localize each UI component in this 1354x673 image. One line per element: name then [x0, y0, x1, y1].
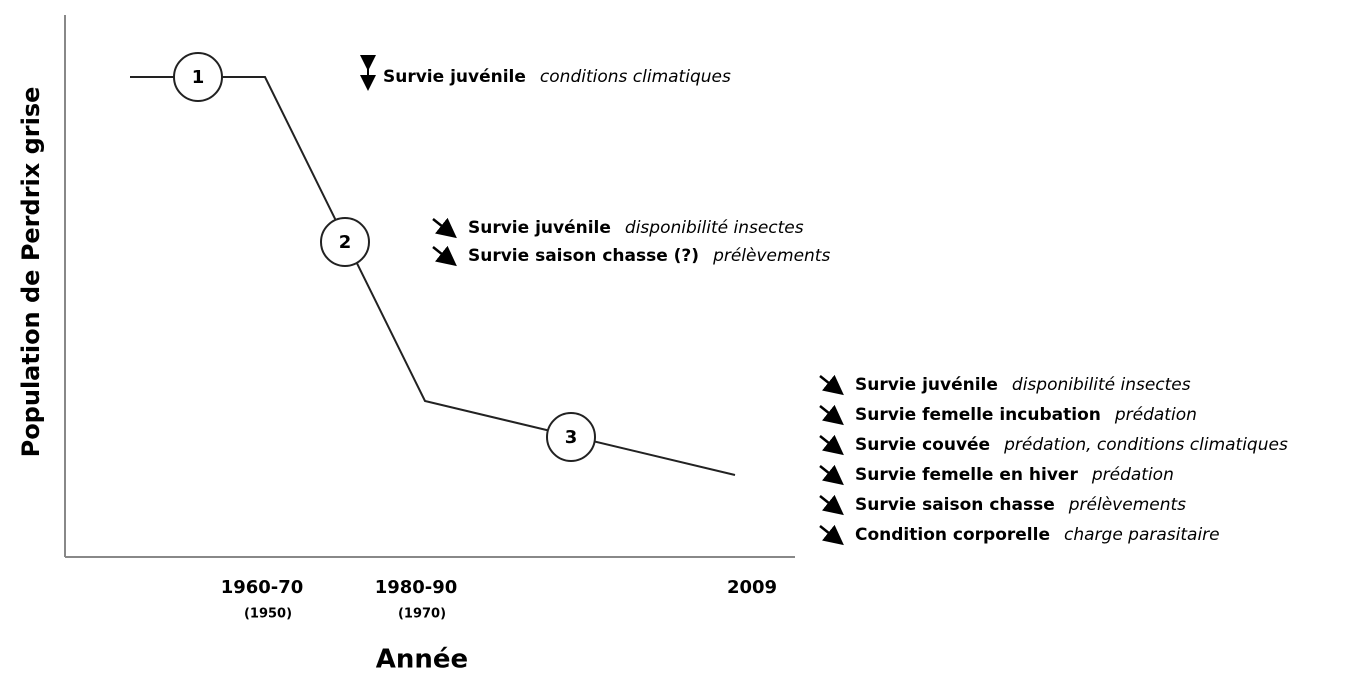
factor: Survie saison chasse (?) — [468, 246, 699, 266]
annotation: Survie juvénile disponibilité insectes — [468, 218, 804, 238]
arrow-down — [819, 404, 844, 426]
phase-label: 1 — [192, 67, 205, 88]
phase-label: 2 — [339, 232, 352, 253]
annotation: Survie couvée prédation, conditions clima… — [855, 435, 1288, 455]
factor: Condition corporelle — [855, 525, 1050, 545]
arrow-down — [432, 217, 457, 239]
annotation: Survie femelle incubation prédation — [855, 405, 1197, 425]
factor: Survie femelle en hiver — [855, 465, 1078, 485]
factor: Survie juvénile — [855, 375, 998, 395]
cause: disponibilité insectes — [625, 218, 804, 238]
y-axis-label: Population de Perdrix grise — [17, 87, 45, 458]
factor: Survie femelle incubation — [855, 405, 1101, 425]
cause: charge parasitaire — [1064, 525, 1220, 545]
cause: disponibilité insectes — [1012, 375, 1191, 395]
factor: Survie juvénile — [468, 218, 611, 238]
factor: Survie couvée — [855, 435, 990, 455]
arrow-down — [819, 524, 844, 546]
cause: prédation — [1114, 405, 1197, 425]
factor: Survie juvénile — [383, 67, 526, 87]
trend-line — [130, 76, 736, 476]
arrow-down — [819, 374, 844, 396]
annotation: Survie saison chasse prélèvements — [855, 495, 1186, 515]
annotation: Condition corporelle charge parasitaire — [855, 525, 1220, 545]
annotation: Survie femelle en hiver prédation — [855, 465, 1174, 485]
cause: prédation — [1091, 465, 1174, 485]
arrow-down — [819, 494, 844, 516]
cause: prédation, conditions climatiques — [1003, 435, 1288, 455]
annotation: Survie juvénile conditions climatiques — [383, 67, 731, 87]
phase-circle — [546, 412, 596, 462]
arrow-down — [819, 464, 844, 486]
x-label-alt: (1950) — [244, 607, 292, 622]
annotation: Survie juvénile disponibilité insectes — [855, 375, 1191, 395]
phase-circle — [173, 52, 223, 102]
cause: prélèvements — [1068, 495, 1186, 515]
x-label-alt: (1970) — [398, 607, 446, 622]
factor: Survie saison chasse — [855, 495, 1055, 515]
phase-label: 3 — [565, 427, 578, 448]
cause: conditions climatiques — [540, 67, 731, 87]
x-label: 1980-90 — [375, 577, 458, 598]
x-label: 1960-70 — [221, 577, 304, 598]
annotation: Survie saison chasse (?) prélèvements — [468, 246, 830, 266]
arrow-down — [819, 434, 844, 456]
x-label: 2009 — [727, 577, 777, 598]
phase-circle — [320, 217, 370, 267]
x-axis-label: Année — [376, 645, 468, 673]
arrow-down — [432, 245, 457, 267]
cause: prélèvements — [712, 246, 830, 266]
